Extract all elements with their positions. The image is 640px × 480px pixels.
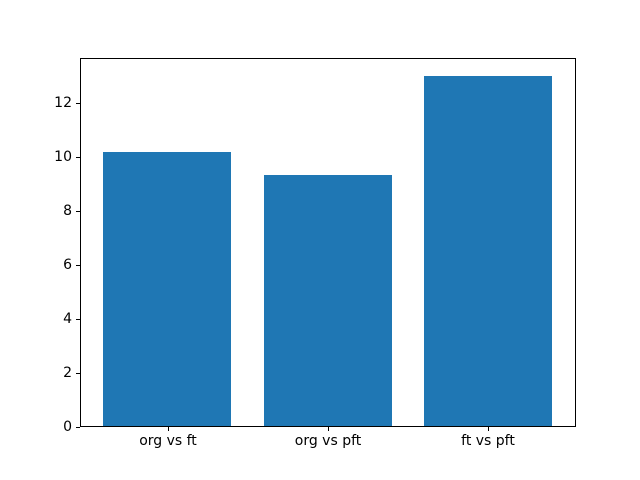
x-tick-label: ft vs pft <box>461 433 515 449</box>
x-tick-label: org vs pft <box>294 433 362 449</box>
y-tick-mark <box>76 211 80 212</box>
y-tick-label: 8 <box>63 203 72 219</box>
y-tick-mark <box>76 265 80 266</box>
plot-area <box>80 58 576 427</box>
y-tick-label: 12 <box>54 95 72 111</box>
y-tick-label: 2 <box>63 365 72 381</box>
x-tick-mark <box>168 427 169 431</box>
y-tick-mark <box>76 319 80 320</box>
y-tick-mark <box>76 103 80 104</box>
bar-org-vs-pft <box>264 175 392 426</box>
y-tick-label: 6 <box>63 257 72 273</box>
y-tick-mark <box>76 427 80 428</box>
x-tick-mark <box>328 427 329 431</box>
y-tick-mark <box>76 157 80 158</box>
bar-ft-vs-pft <box>424 76 552 426</box>
y-tick-label: 4 <box>63 311 72 327</box>
x-tick-mark <box>488 427 489 431</box>
y-tick-label: 10 <box>54 149 72 165</box>
x-tick-label: org vs ft <box>139 433 197 449</box>
y-tick-label: 0 <box>63 419 72 435</box>
y-tick-mark <box>76 373 80 374</box>
bar-org-vs-ft <box>103 152 231 426</box>
